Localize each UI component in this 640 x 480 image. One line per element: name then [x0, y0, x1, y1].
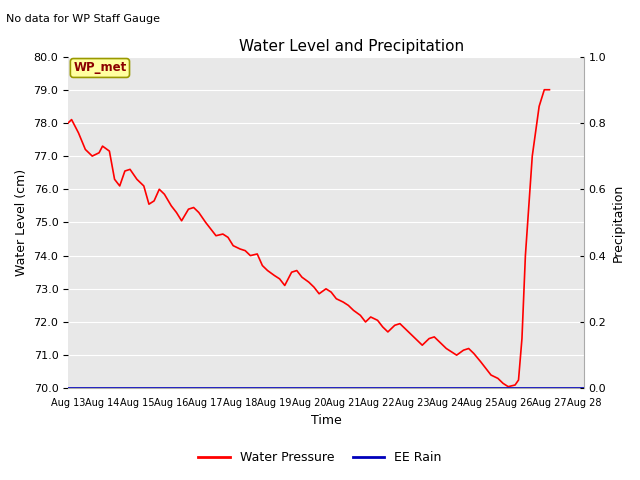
X-axis label: Time: Time [310, 414, 341, 427]
Text: WP_met: WP_met [74, 61, 127, 74]
Y-axis label: Precipitation: Precipitation [612, 183, 625, 262]
Y-axis label: Water Level (cm): Water Level (cm) [15, 169, 28, 276]
Text: No data for WP Staff Gauge: No data for WP Staff Gauge [6, 14, 161, 24]
Legend: Water Pressure, EE Rain: Water Pressure, EE Rain [193, 446, 447, 469]
Title: Water Level and Precipitation: Water Level and Precipitation [239, 39, 465, 54]
